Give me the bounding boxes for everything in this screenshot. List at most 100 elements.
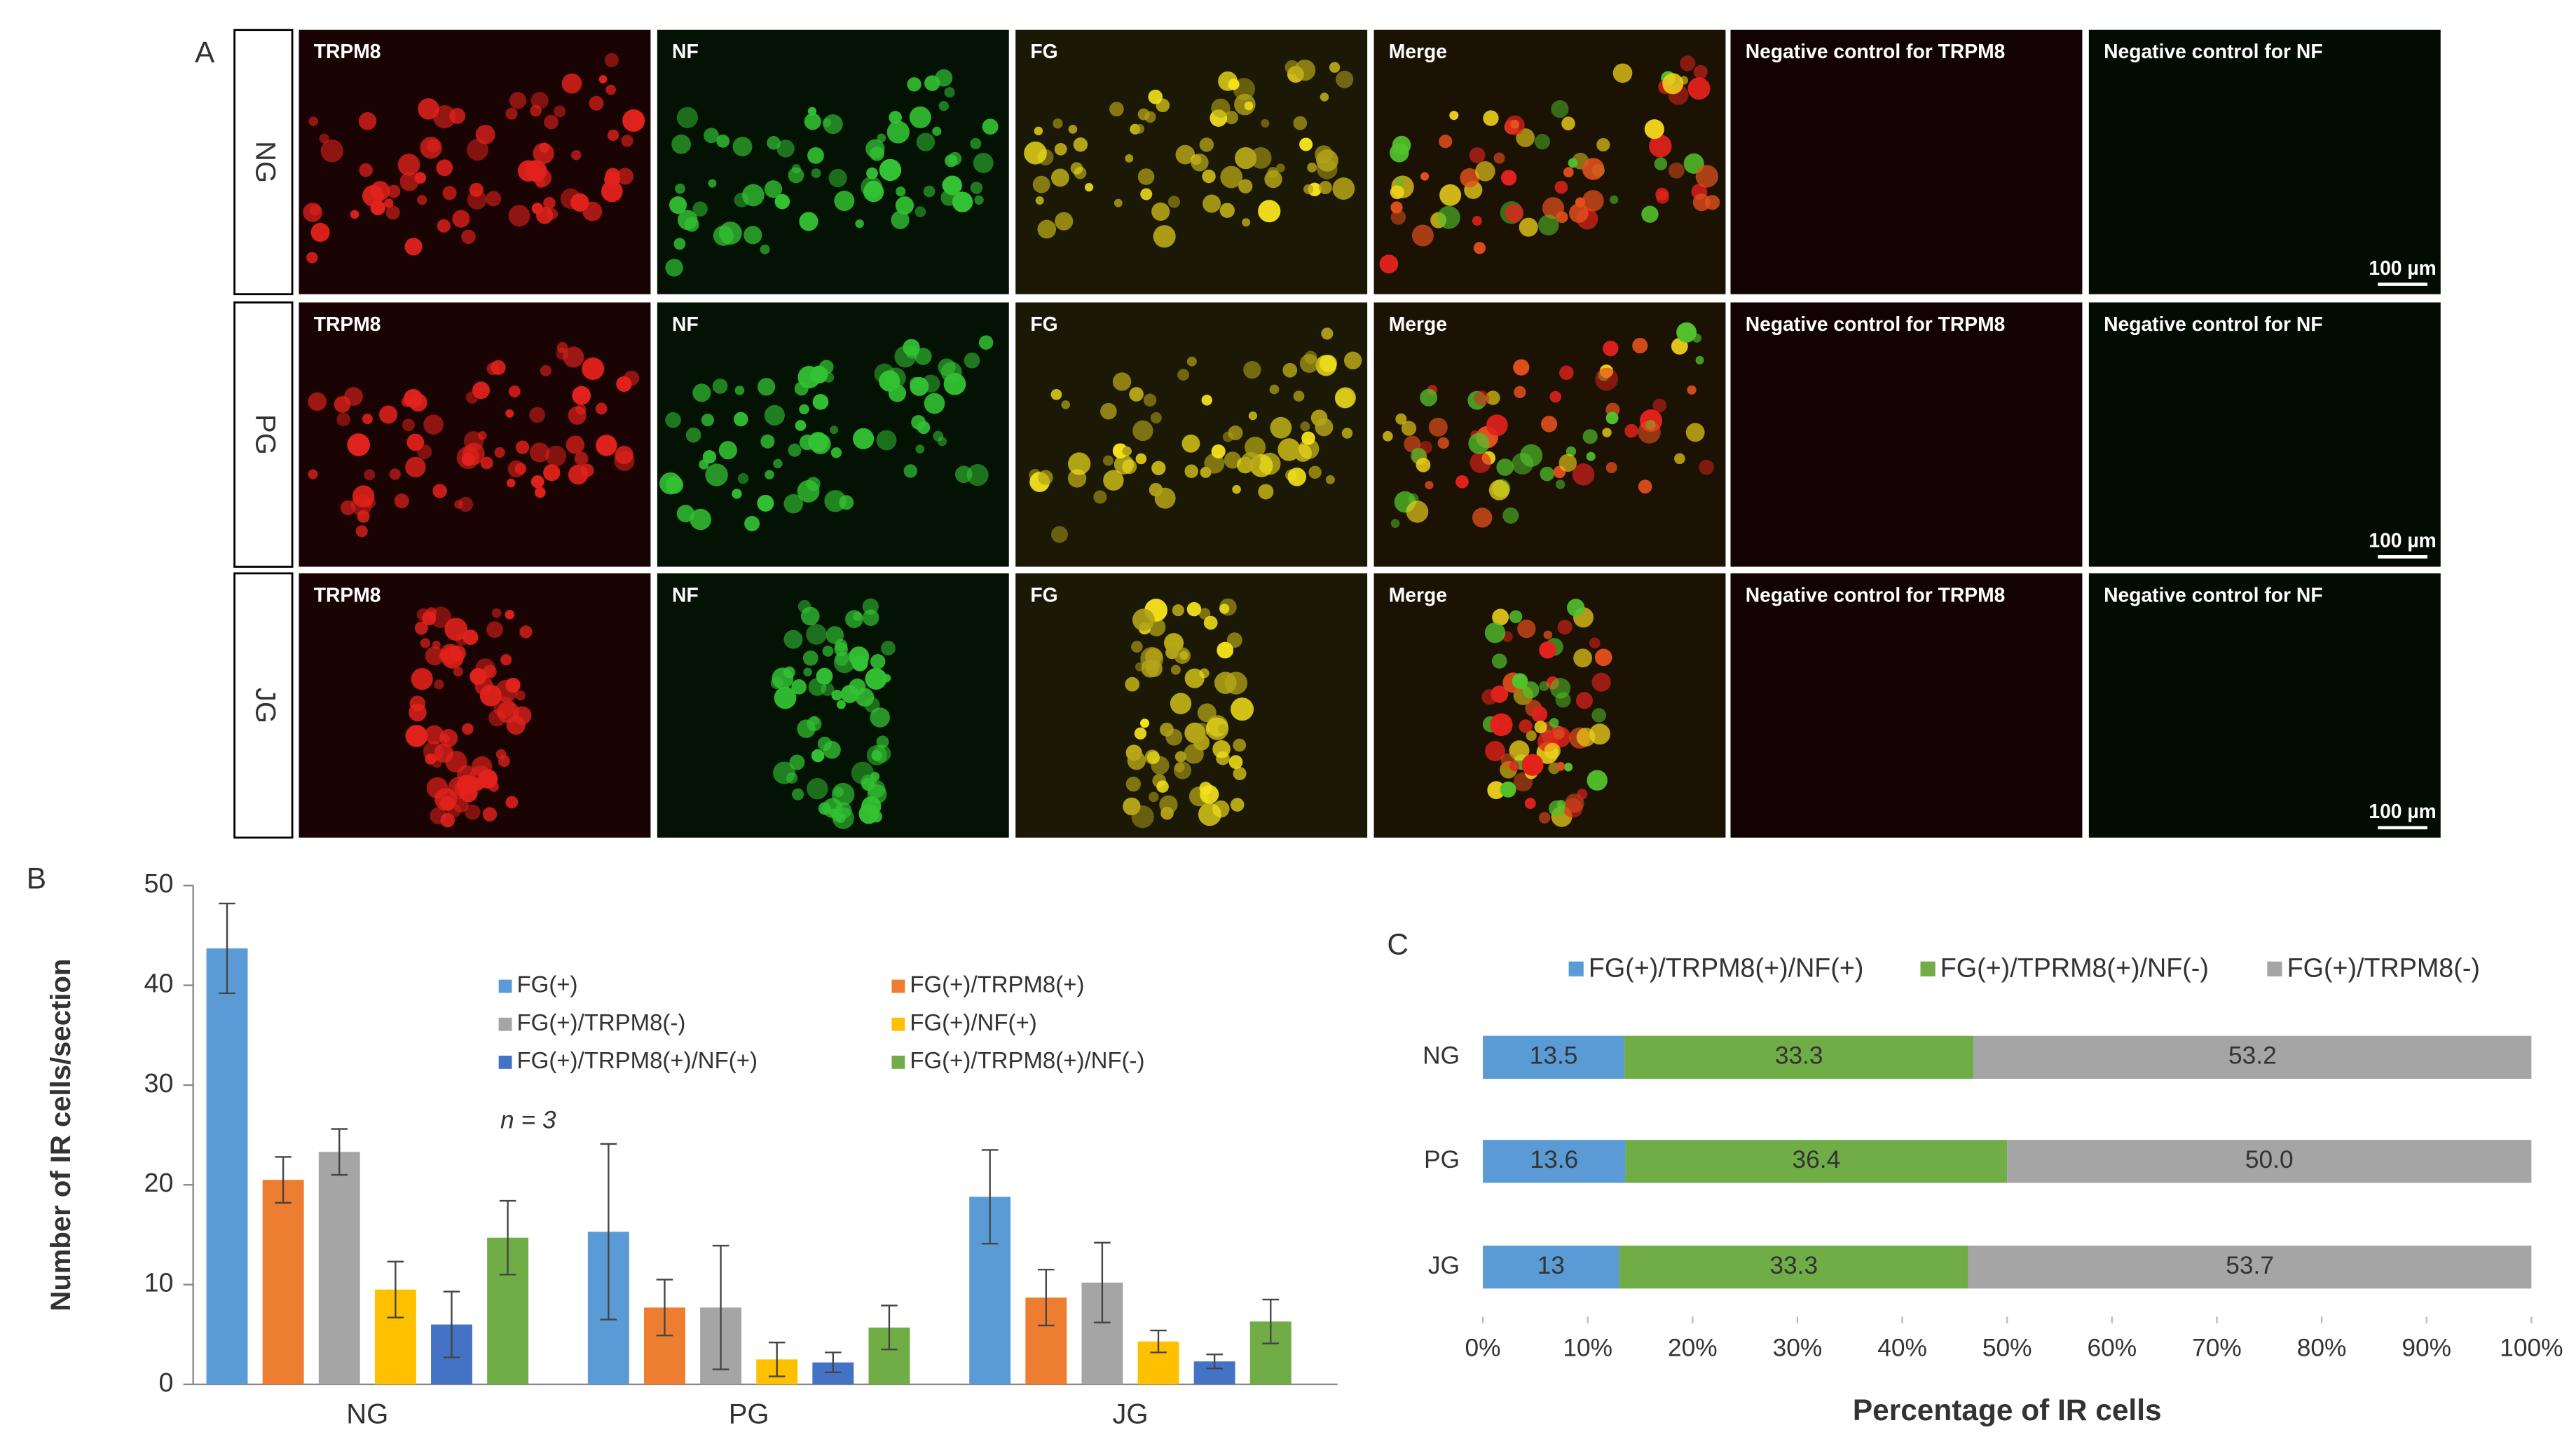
cell	[1131, 641, 1143, 653]
cell	[861, 777, 875, 791]
micrograph-label: FG	[1030, 313, 1057, 335]
y-tick-label: 50	[144, 869, 174, 898]
cell	[824, 490, 847, 512]
cell	[1258, 200, 1281, 223]
cell	[478, 431, 487, 440]
cell	[881, 641, 896, 656]
legend-label: FG(+)/TRPM8(-)	[2287, 953, 2480, 982]
cell	[1460, 168, 1479, 188]
cell	[1605, 411, 1619, 425]
cell	[807, 777, 828, 800]
cell	[1100, 402, 1117, 420]
cell	[1596, 137, 1610, 152]
cell	[1055, 212, 1074, 231]
cell	[1332, 177, 1355, 200]
cell	[885, 367, 906, 388]
cell	[425, 646, 444, 666]
cell	[807, 716, 822, 732]
cell	[508, 385, 521, 397]
cell	[1573, 648, 1593, 668]
cell	[1572, 463, 1595, 486]
error-bar	[1094, 1241, 1111, 1323]
legend-label: FG(+)/TRPM8(-)	[517, 1009, 686, 1035]
cell	[1406, 500, 1429, 523]
legend-label: FG(+)/TPRM8(+)/NF(-)	[1940, 953, 2209, 982]
cell	[402, 418, 415, 432]
cell	[1587, 770, 1608, 791]
cell	[690, 508, 711, 531]
cell	[589, 95, 604, 111]
x-tick-label: JG	[1112, 1398, 1148, 1429]
cell	[1420, 388, 1438, 407]
cell	[966, 464, 989, 486]
cell	[1317, 158, 1338, 179]
cell	[1293, 116, 1308, 130]
legend-swatch	[498, 1017, 512, 1031]
cell	[1549, 678, 1571, 699]
cell	[1188, 786, 1210, 807]
cell	[517, 160, 540, 182]
cell	[1624, 423, 1638, 438]
cell	[676, 107, 699, 128]
cell	[491, 360, 506, 375]
cell	[424, 725, 444, 745]
cell	[1594, 648, 1612, 667]
cell	[1228, 755, 1243, 770]
cell	[1299, 438, 1320, 459]
cell	[514, 463, 527, 475]
cell	[1174, 751, 1186, 763]
cell	[1037, 219, 1057, 239]
micrograph	[1373, 573, 1726, 838]
cell	[864, 697, 880, 713]
cell	[1160, 722, 1174, 737]
cell	[1420, 172, 1430, 181]
cell	[1644, 119, 1664, 139]
cell	[1496, 458, 1514, 476]
cell	[506, 715, 526, 735]
cell	[432, 757, 442, 768]
cell	[467, 139, 489, 161]
legend-swatch	[498, 979, 512, 993]
cell	[818, 802, 831, 815]
cell	[1485, 741, 1505, 761]
cell	[1244, 101, 1254, 111]
micrograph	[2088, 29, 2441, 294]
cell	[1537, 214, 1559, 236]
cell	[1284, 60, 1299, 75]
cell	[1232, 484, 1241, 494]
cell	[472, 756, 493, 777]
cell	[1151, 202, 1170, 222]
bar-segment	[1619, 1245, 1968, 1289]
row-label-box	[233, 301, 294, 568]
cell	[1517, 619, 1536, 639]
cell	[853, 428, 875, 449]
cell	[1035, 196, 1044, 205]
micrograph-label: TRPM8	[314, 40, 381, 62]
cell	[765, 470, 774, 479]
error-bar	[981, 1149, 999, 1245]
row-label: NG	[249, 141, 280, 183]
cell	[795, 420, 807, 431]
error-bar	[825, 1351, 842, 1374]
cell	[935, 69, 953, 87]
cell	[1218, 723, 1228, 734]
cell	[306, 252, 318, 264]
cell	[1538, 812, 1551, 824]
legend-swatch	[891, 1055, 905, 1069]
cell	[347, 433, 370, 456]
cell	[1514, 386, 1526, 399]
error-bar	[387, 1260, 404, 1319]
cell	[834, 191, 855, 212]
cell	[1149, 791, 1159, 803]
cell	[1150, 412, 1162, 424]
cell	[1595, 367, 1619, 391]
cell	[1539, 641, 1556, 659]
cell	[1541, 416, 1558, 432]
cell	[420, 137, 442, 159]
cell	[1073, 137, 1088, 152]
panel-label: C	[1387, 928, 1409, 961]
cell	[933, 430, 944, 442]
cell	[1602, 428, 1612, 437]
micrograph-label: TRPM8	[314, 313, 381, 335]
